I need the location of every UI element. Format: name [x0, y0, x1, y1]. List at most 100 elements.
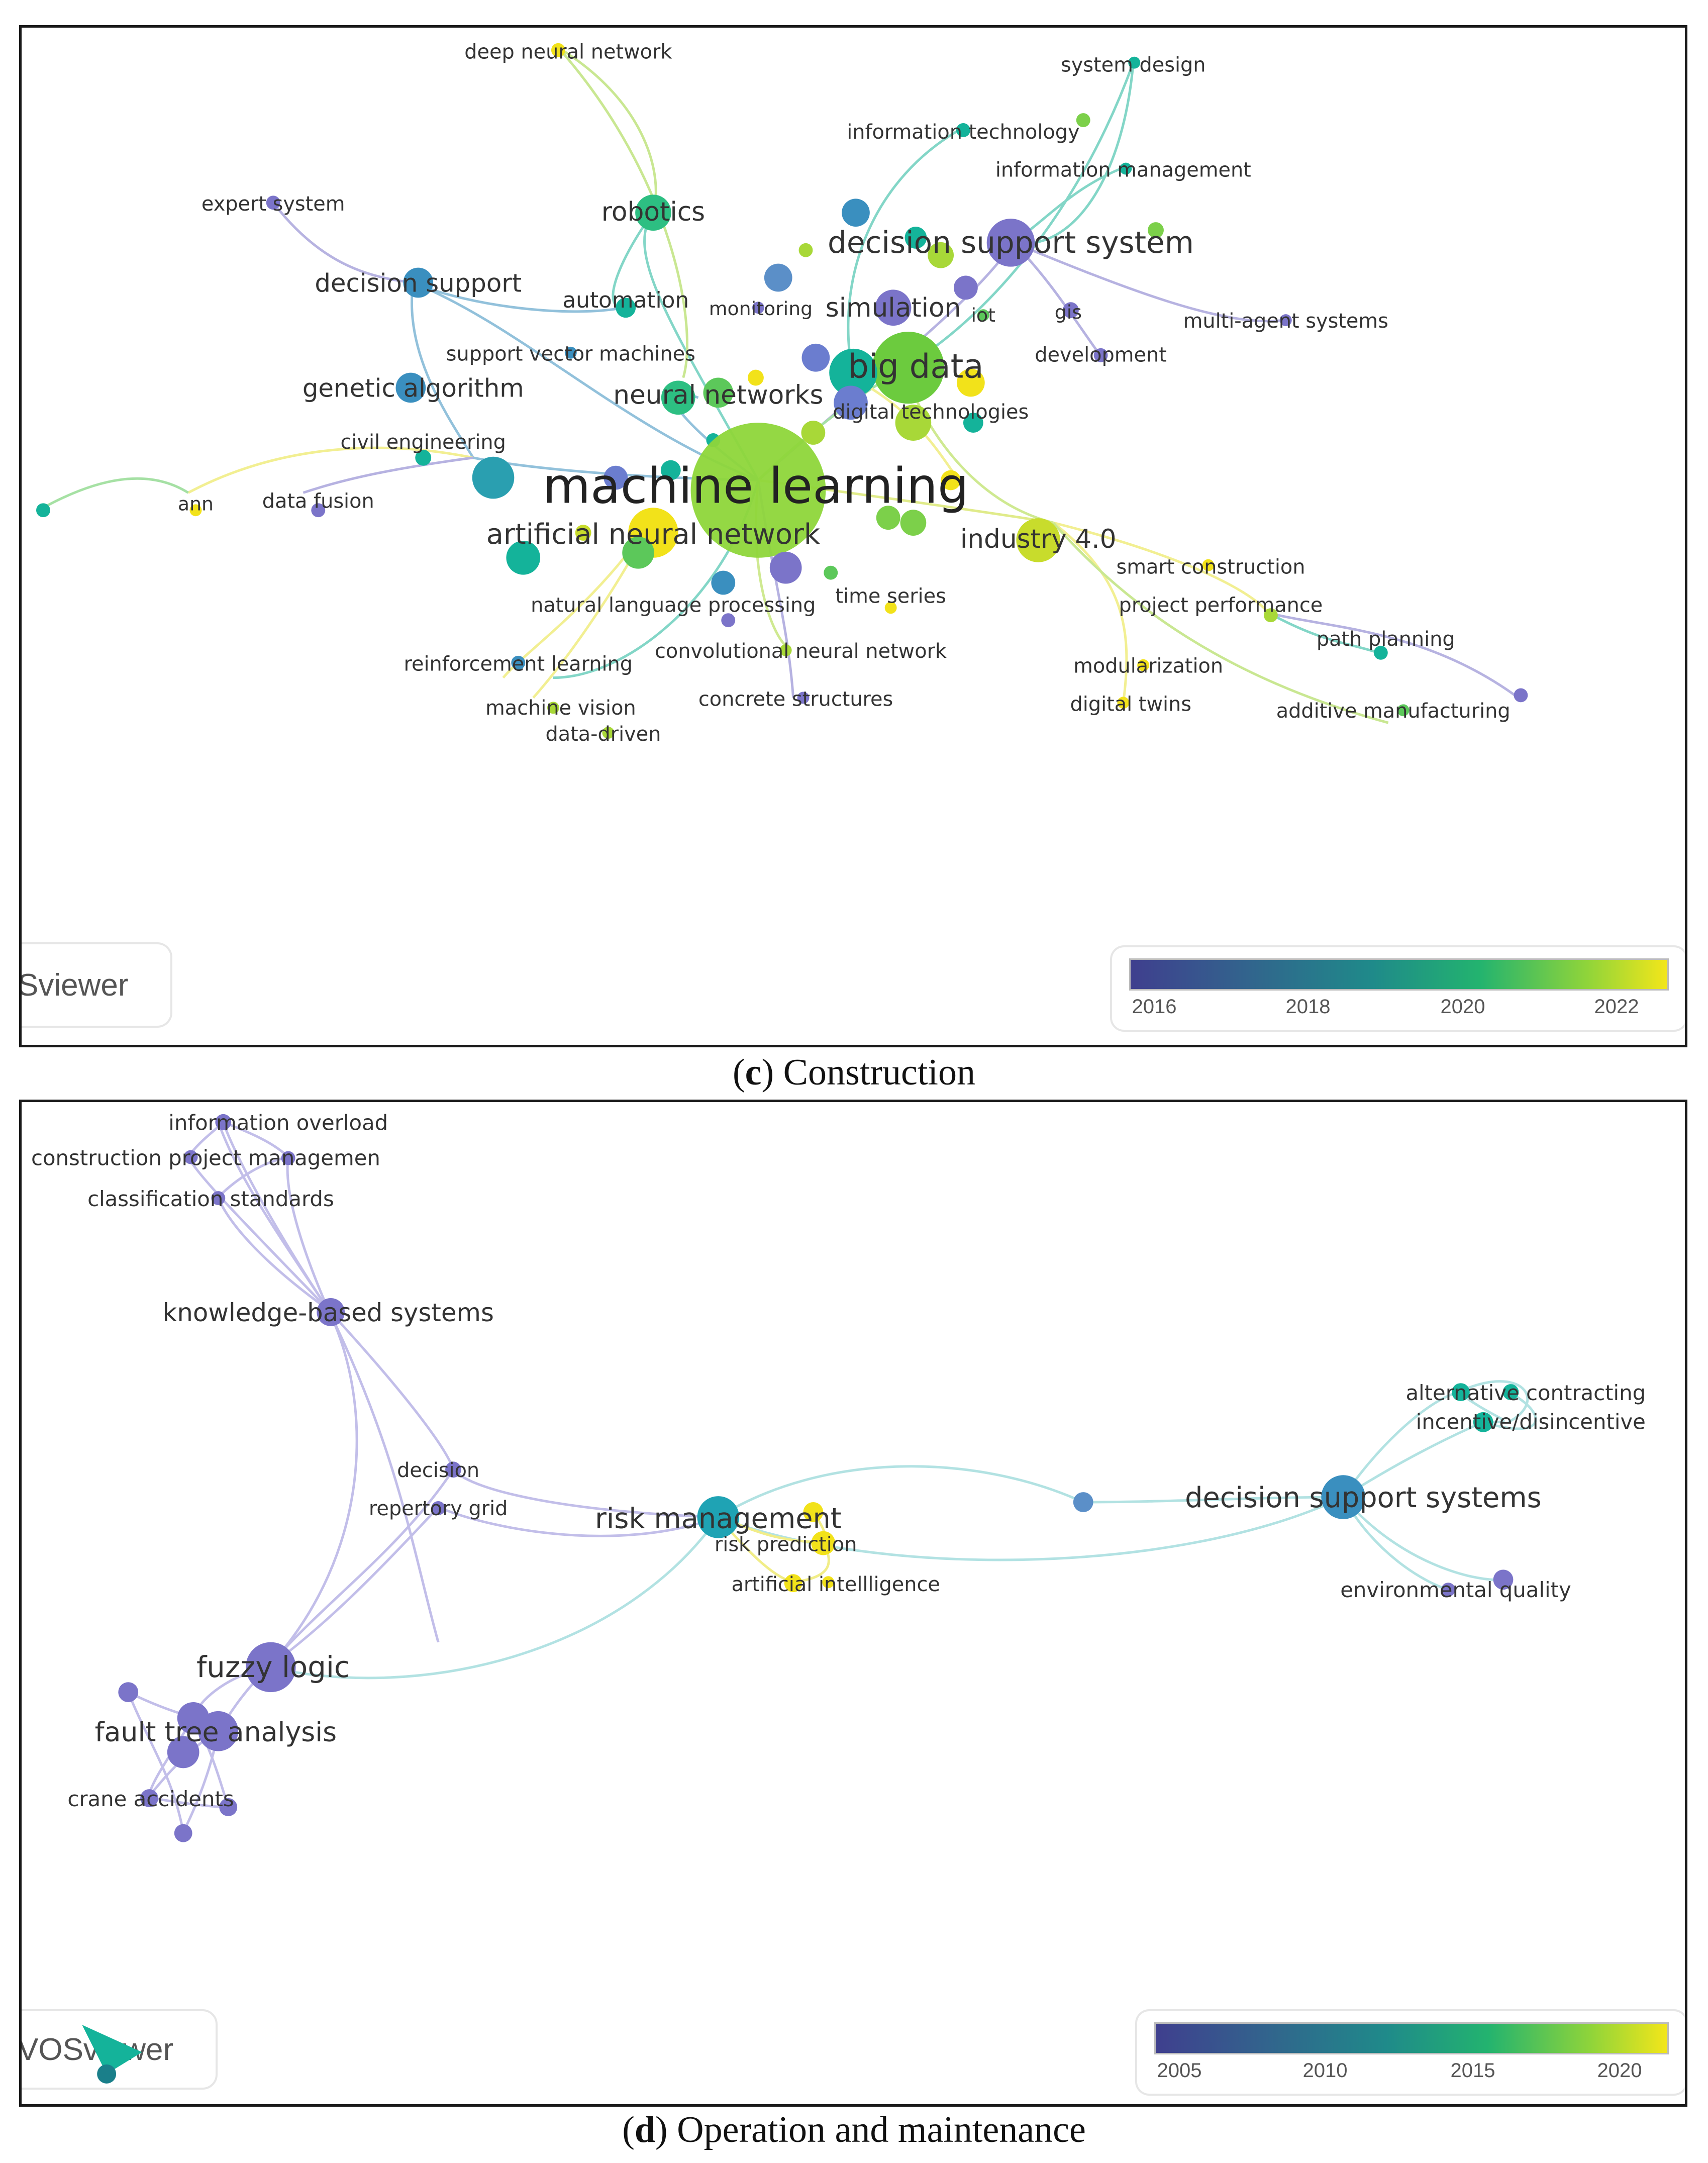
node-classification-standards	[211, 1191, 226, 1205]
label-knowledge-based-systems: knowledge-based systems	[163, 1298, 494, 1327]
nodes-c	[36, 43, 1528, 739]
caption-c-text: Construction	[774, 1052, 975, 1093]
panel-c-construction-network: deep neural network system design inform…	[19, 25, 1687, 1047]
caption-c: (c) Construction	[733, 1052, 975, 1093]
label-expert-system: expert system	[202, 192, 345, 216]
node-env-quality-aux	[1493, 1569, 1514, 1590]
caption-c-letter: c	[745, 1052, 762, 1093]
node-cpm-aux	[281, 1151, 295, 1165]
label-robotics: robotics	[601, 197, 705, 227]
label-machine-learning: machine learning	[543, 457, 969, 514]
label-system-design: system design	[1061, 54, 1206, 77]
node-machine-learning	[690, 423, 826, 558]
edges-d	[127, 1121, 1537, 1833]
node-machine-vision	[547, 702, 559, 714]
node-modularization	[1137, 659, 1150, 671]
node-system-design	[1128, 56, 1141, 69]
node-big-data-aux-3	[956, 368, 985, 397]
node-ml-aux-5	[876, 506, 900, 530]
node-genetic-algorithm	[395, 372, 426, 403]
node-dss-aux-5	[798, 243, 813, 257]
node-monitoring	[752, 302, 764, 314]
label-fuzzy-logic: fuzzy logic	[196, 1650, 350, 1684]
node-crane-aux-1	[219, 1798, 238, 1816]
legend-tick-2016: 2016	[1132, 996, 1177, 1018]
node-information-overload	[215, 1114, 232, 1130]
node-civil-engineering	[415, 449, 432, 466]
node-ai-aux	[822, 1576, 835, 1589]
node-convolutional-neural-network	[779, 644, 792, 656]
node-info-tech-aux	[1076, 113, 1090, 128]
node-additive-manufacturing	[1397, 704, 1410, 717]
node-industry-4-0	[1016, 518, 1060, 562]
year-gradient-bar-c	[1129, 958, 1669, 991]
brand-label-c: Sviewer	[19, 967, 129, 1003]
node-ann-aux-1	[506, 540, 541, 575]
node-construction-project-managemen	[183, 1150, 198, 1164]
node-crane-aux-2	[174, 1824, 192, 1842]
node-ml-aux-6	[900, 510, 927, 536]
node-project-performance	[1263, 608, 1278, 623]
node-ann-aux-6	[824, 565, 838, 580]
node-expert-system	[266, 195, 280, 210]
panel-d-operation-maintenance-network: information overload construction projec…	[19, 1100, 1687, 2107]
node-repertory-grid	[431, 1501, 446, 1515]
node-dss-aux-1	[842, 199, 870, 227]
label-information-technology: information technology	[847, 121, 1079, 144]
node-risk-management	[697, 1496, 740, 1538]
node-risk-mgmt-aux	[803, 1502, 824, 1522]
year-legend-c: 2016 2018 2020 2022	[1110, 945, 1685, 1032]
labels-d: information overload construction projec…	[31, 1111, 1646, 1811]
node-risk-prediction	[811, 1531, 836, 1555]
node-ml-aux-4	[941, 470, 961, 490]
node-data-driven	[602, 727, 615, 739]
label-gis: gis	[1055, 301, 1082, 323]
label-construction-project-managemen: construction project managemen	[31, 1145, 380, 1170]
network-graph-d: information overload construction projec…	[31, 1111, 1646, 1842]
node-civil-eng-hub	[472, 456, 515, 499]
label-machine-vision: machine vision	[485, 697, 636, 720]
node-iot	[977, 309, 989, 322]
label-concrete-structures: concrete structures	[698, 687, 893, 711]
label-reinforcement-learning: reinforcement learning	[404, 653, 633, 676]
year-gradient-bar-d	[1154, 2022, 1669, 2054]
label-development: development	[1035, 344, 1167, 367]
label-classification-standards: classification standards	[87, 1187, 334, 1211]
label-digital-twins: digital twins	[1070, 693, 1192, 716]
label-digital-technologies: digital technologies	[833, 401, 1029, 424]
label-decision-support: decision support	[315, 268, 522, 298]
node-gis	[1062, 302, 1079, 319]
node-nn-aux-1	[703, 377, 734, 408]
node-digital-twins	[1117, 697, 1130, 709]
vosviewer-brand-d[interactable]: VOSviewer	[22, 2009, 218, 2090]
label-time-series: time series	[835, 584, 946, 608]
node-decision-support-systems	[1321, 1475, 1365, 1519]
node-sim-aux	[954, 275, 978, 300]
node-concrete-structures	[797, 692, 810, 704]
vosviewer-brand-c[interactable]: Sviewer	[19, 942, 172, 1028]
node-decision	[445, 1461, 461, 1478]
label-decision-support-systems: decision support systems	[1185, 1482, 1542, 1514]
node-crane-accidents	[140, 1789, 158, 1807]
label-fault-tree-analysis: fault tree analysis	[95, 1716, 337, 1748]
node-simulation	[875, 289, 912, 326]
node-reinforcement-learning	[511, 655, 526, 670]
label-decision-support-system: decision support system	[828, 226, 1194, 260]
node-knowledge-based-systems	[317, 1298, 345, 1326]
node-artificial-intellligence	[784, 1574, 802, 1593]
label-monitoring: monitoring	[709, 298, 813, 320]
label-smart-construction: smart construction	[1116, 556, 1305, 579]
label-artificial-neural-network: artificial neural network	[486, 518, 821, 551]
node-alt-contracting-aux	[1502, 1384, 1519, 1401]
node-path-planning	[1373, 645, 1388, 660]
label-crane-accidents: crane accidents	[67, 1787, 234, 1811]
node-big-data-aux-1	[829, 348, 877, 397]
node-ml-aux-1	[604, 465, 628, 490]
vosviewer-logo-icon	[82, 2025, 142, 2084]
node-monitoring-aux	[764, 263, 792, 292]
node-dss-aux-2	[905, 227, 927, 249]
node-digital-technologies	[834, 385, 868, 420]
node-incentive-disincentive	[1473, 1412, 1493, 1432]
label-support-vector-machines: support vector machines	[446, 343, 695, 366]
node-ml-aux-2	[660, 460, 681, 480]
